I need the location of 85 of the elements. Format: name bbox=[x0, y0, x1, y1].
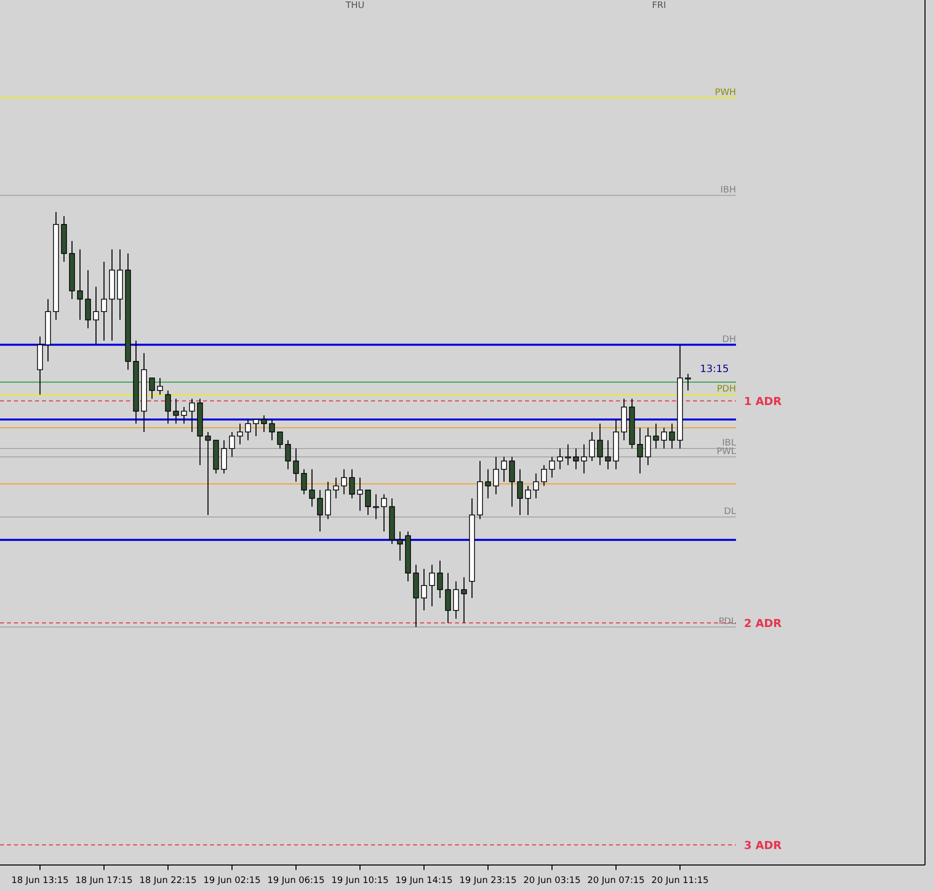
ref-line-label: 2 ADR bbox=[744, 616, 782, 630]
ref-line-label: DH bbox=[722, 334, 736, 345]
candlestick bbox=[349, 468, 355, 499]
ref-line-label: PWL bbox=[716, 446, 736, 457]
x-tick-label: 20 Jun 07:15 bbox=[587, 876, 645, 886]
ref-line-label: IBH bbox=[720, 185, 736, 196]
candlestick bbox=[381, 494, 387, 532]
candlestick bbox=[189, 398, 195, 432]
candlestick bbox=[157, 378, 163, 396]
candlestick bbox=[653, 423, 659, 450]
candlestick bbox=[589, 431, 595, 462]
x-tick-label: 20 Jun 03:15 bbox=[523, 876, 581, 886]
candlestick bbox=[277, 431, 283, 450]
candlestick bbox=[397, 531, 403, 562]
candlestick bbox=[453, 580, 459, 620]
candlestick bbox=[685, 373, 691, 391]
candlestick bbox=[645, 427, 651, 466]
x-tick-label: 18 Jun 22:15 bbox=[139, 876, 197, 886]
candlestick bbox=[93, 286, 99, 346]
candlestick bbox=[237, 423, 243, 445]
candlestick bbox=[525, 485, 531, 516]
x-tick-label: 20 Jun 11:15 bbox=[651, 876, 709, 886]
text: FRI bbox=[652, 1, 666, 11]
x-tick-label: 19 Jun 14:15 bbox=[395, 876, 453, 886]
ref-line-label: 1 ADR bbox=[744, 394, 782, 408]
x-tick-label: 18 Jun 13:15 bbox=[11, 876, 69, 886]
candlestick bbox=[341, 468, 347, 495]
x-tick-label: 18 Jun 17:15 bbox=[75, 876, 133, 886]
candlestick bbox=[301, 468, 307, 495]
candlestick bbox=[573, 448, 579, 470]
x-tick-label: 19 Jun 10:15 bbox=[331, 876, 389, 886]
ref-line-label: IBL bbox=[722, 438, 736, 449]
text: 13:15 bbox=[700, 364, 729, 375]
ref-line-label: 3 ADR bbox=[744, 838, 782, 852]
candlestick bbox=[173, 398, 179, 424]
x-tick-label: 19 Jun 02:15 bbox=[203, 876, 261, 886]
ref-line-label: PDH bbox=[716, 384, 736, 395]
candlestick bbox=[309, 468, 315, 508]
candlestick bbox=[605, 440, 611, 470]
candlestick bbox=[101, 261, 107, 342]
candlestick bbox=[421, 568, 427, 611]
candlestick bbox=[661, 427, 667, 450]
candlestick bbox=[253, 419, 259, 437]
candlestick bbox=[373, 494, 379, 520]
candlestick bbox=[533, 472, 539, 499]
candlestick bbox=[581, 444, 587, 474]
candlestick bbox=[85, 270, 91, 329]
candlestick bbox=[149, 378, 155, 400]
candlestick bbox=[517, 468, 523, 516]
candlestick bbox=[549, 456, 555, 478]
candlestick bbox=[509, 456, 515, 508]
ref-line-label: PWH bbox=[714, 88, 736, 98]
candlestick bbox=[597, 423, 603, 466]
candlestick bbox=[461, 576, 467, 624]
x-tick-label: 19 Jun 06:15 bbox=[267, 876, 325, 886]
candlestick bbox=[557, 448, 563, 470]
candlestick bbox=[285, 440, 291, 470]
candlestick bbox=[357, 477, 363, 512]
candlestick bbox=[501, 456, 507, 482]
candlestick bbox=[365, 490, 371, 516]
text: THU bbox=[344, 1, 364, 11]
candlestick bbox=[541, 464, 547, 486]
candlestick bbox=[293, 448, 299, 482]
candlestick bbox=[181, 406, 187, 424]
candlestick bbox=[77, 248, 83, 320]
candlestick bbox=[269, 419, 275, 441]
candlestick bbox=[445, 572, 451, 624]
candlestick bbox=[205, 431, 211, 516]
x-tick-label: 19 Jun 23:15 bbox=[459, 876, 517, 886]
ref-line-label: DL bbox=[724, 507, 736, 518]
candlestick bbox=[245, 419, 251, 441]
candlestick bbox=[333, 477, 339, 499]
candlestick bbox=[437, 560, 443, 598]
candlestick bbox=[637, 427, 643, 474]
candlestick bbox=[565, 444, 571, 466]
ref-line-label: PDL bbox=[718, 617, 736, 627]
candlestick bbox=[485, 468, 491, 499]
candlestick bbox=[165, 390, 171, 424]
candlestick bbox=[221, 440, 227, 474]
candlestick bbox=[429, 564, 435, 607]
candlestick bbox=[317, 490, 323, 532]
candlestick bbox=[669, 423, 675, 450]
candlestick bbox=[493, 456, 499, 495]
candlestick bbox=[229, 431, 235, 458]
candlestick bbox=[261, 414, 267, 432]
